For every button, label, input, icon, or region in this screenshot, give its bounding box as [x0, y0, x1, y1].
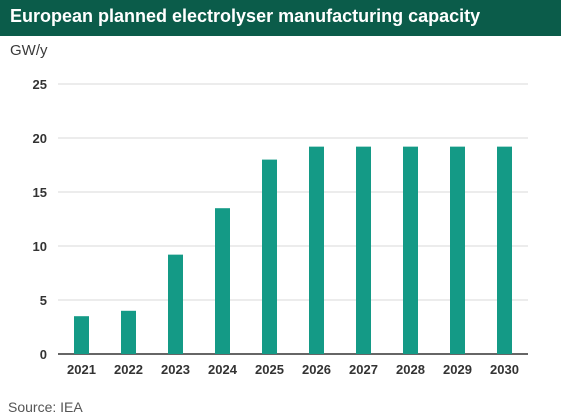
y-tick-label: 10: [33, 239, 47, 254]
y-tick-label: 20: [33, 131, 47, 146]
x-tick-label: 2024: [208, 362, 238, 377]
source-note: Source: IEA: [8, 399, 83, 415]
bar-2027: [356, 146, 371, 354]
x-tick-label: 2023: [161, 362, 190, 377]
x-tick-label: 2027: [349, 362, 378, 377]
chart-title: European planned electrolyser manufactur…: [10, 6, 481, 26]
x-tick-label: 2022: [114, 362, 143, 377]
bar-2025: [262, 159, 277, 354]
y-axis-unit-label: GW/y: [10, 42, 48, 59]
y-tick-label: 15: [33, 185, 47, 200]
bar-2026: [309, 146, 324, 354]
x-tick-label: 2026: [302, 362, 331, 377]
bars: [74, 146, 512, 354]
x-tick-label: 2029: [443, 362, 472, 377]
x-tick-label: 2021: [67, 362, 96, 377]
x-tick-label: 2028: [396, 362, 425, 377]
y-tick-label: 5: [40, 293, 47, 308]
x-tick-label: 2025: [255, 362, 284, 377]
title-bar: European planned electrolyser manufactur…: [0, 0, 561, 36]
x-axis-ticks: 2021 2022 2023 2024 2025 2026 2027 2028 2029 2030: [67, 362, 519, 377]
bar-2028: [403, 146, 418, 354]
bar-2030: [497, 146, 512, 354]
bar-2024: [215, 208, 230, 354]
gridlines: [58, 83, 528, 355]
bar-2022: [121, 310, 136, 354]
y-axis-ticks: 0 5 10 15 20 25: [33, 77, 47, 362]
bar-2021: [74, 316, 89, 354]
y-tick-label: 0: [40, 347, 47, 362]
y-tick-label: 25: [33, 77, 47, 92]
bar-2029: [450, 146, 465, 354]
bar-2023: [168, 254, 183, 354]
x-tick-label: 2030: [490, 362, 519, 377]
